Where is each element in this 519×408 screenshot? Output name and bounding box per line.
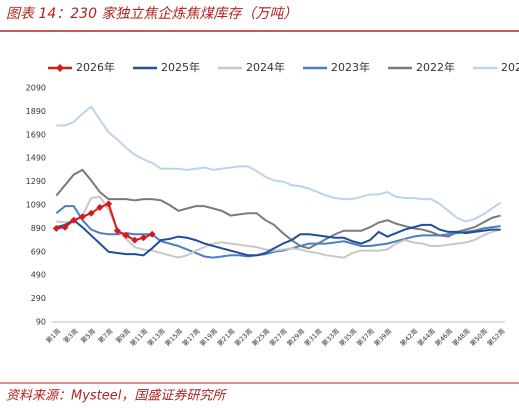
x-tick-label: 第44周 — [415, 326, 436, 347]
chart-title: 图表 14：230 家独立焦企炼焦煤库存（万吨） — [6, 6, 297, 22]
series-line — [55, 205, 501, 259]
y-tick-label: 690 — [31, 247, 46, 256]
point-marker — [52, 224, 60, 232]
x-tick-label: 第13周 — [145, 326, 166, 347]
point-marker — [139, 234, 147, 242]
x-tick-label: 第17周 — [180, 326, 201, 347]
y-tick-label: 1490 — [26, 154, 46, 163]
legend-label: 2021年 — [501, 60, 519, 74]
x-tick-label: 第23周 — [232, 326, 253, 347]
x-tick-label: 第1周 — [44, 326, 62, 344]
x-tick-label: 第33周 — [320, 326, 341, 347]
legend-label: 2022年 — [416, 60, 455, 74]
x-tick-label: 第48周 — [450, 326, 471, 347]
x-tick-label: 第37周 — [354, 326, 375, 347]
y-tick-label: 90 — [36, 318, 46, 327]
legend-marker — [56, 64, 64, 72]
x-tick-label: 第5周 — [79, 326, 97, 344]
y-tick-label: 490 — [31, 271, 46, 280]
x-tick-label: 第15周 — [163, 326, 184, 347]
y-tick-label: 1090 — [26, 201, 46, 210]
x-tick-label: 第27周 — [267, 326, 288, 347]
point-marker — [148, 230, 156, 238]
point-marker — [78, 213, 86, 221]
x-tick-label: 第11周 — [128, 326, 149, 347]
y-tick-label: 290 — [31, 294, 46, 303]
x-tick-label: 第3周 — [61, 326, 79, 344]
legend-label: 2025年 — [161, 60, 200, 74]
legend-label: 2024年 — [246, 60, 285, 74]
source: 资料来源：Mysteel，国盛证券研究所 — [6, 388, 227, 404]
point-marker — [70, 216, 78, 224]
series-line — [56, 105, 502, 223]
point-marker — [113, 227, 121, 235]
series-line — [55, 168, 501, 250]
legend-label: 2026年 — [76, 60, 115, 74]
y-tick-label: 1890 — [26, 107, 46, 116]
x-tick-label: 第42周 — [398, 326, 419, 347]
x-tick-label: 第31周 — [302, 326, 323, 347]
y-tick-label: 1290 — [26, 177, 46, 186]
x-tick-label: 第19周 — [198, 326, 219, 347]
y-tick-label: 2090 — [26, 84, 46, 93]
series-line — [56, 195, 501, 259]
x-tick-label: 第7周 — [96, 326, 114, 344]
x-tick-label: 第29周 — [285, 326, 306, 347]
x-tick-label: 第35周 — [337, 326, 358, 347]
x-tick-label: 第46周 — [433, 326, 454, 347]
x-tick-label: 第21周 — [215, 326, 236, 347]
point-marker — [96, 203, 104, 211]
x-tick-label: 第39周 — [372, 326, 393, 347]
point-marker — [131, 236, 139, 244]
point-marker — [122, 231, 130, 239]
point-marker — [87, 209, 95, 217]
y-tick-label: 1690 — [26, 130, 46, 139]
point-marker — [61, 223, 69, 231]
x-tick-label: 第52周 — [485, 326, 506, 347]
legend-label: 2023年 — [331, 60, 370, 74]
y-tick-label: 890 — [31, 224, 46, 233]
series-line — [56, 219, 501, 257]
x-tick-label: 第25周 — [250, 326, 271, 347]
x-tick-label: 第50周 — [468, 326, 489, 347]
point-marker — [105, 200, 113, 208]
